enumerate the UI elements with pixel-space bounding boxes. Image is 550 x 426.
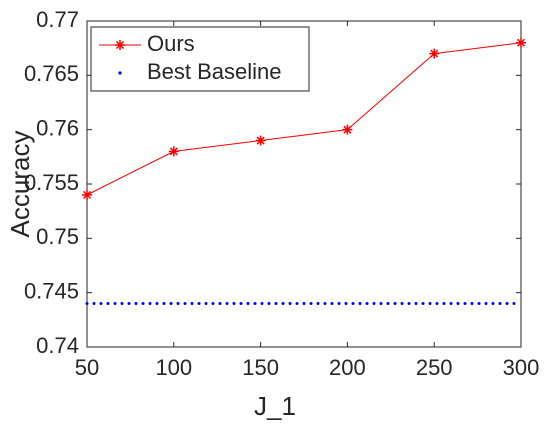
x-tick-label: 50: [75, 355, 99, 380]
data-point: [516, 37, 526, 48]
y-tick-label: 0.76: [36, 115, 79, 140]
y-tick-label: 0.75: [36, 224, 79, 249]
y-tick-label: 0.765: [24, 61, 79, 86]
legend-box: [90, 26, 310, 92]
y-axis-label: Accuracy: [5, 131, 35, 238]
legend-swatch: [118, 71, 122, 75]
legend-label: Best Baseline: [147, 59, 282, 84]
x-axis-label: J_1: [254, 391, 296, 421]
series-line: [86, 42, 522, 196]
y-tick-label: 0.74: [36, 333, 79, 358]
x-tick-label: 300: [503, 355, 540, 380]
data-point: [342, 124, 353, 135]
x-tick-label: 150: [242, 355, 279, 380]
y-tick-label: 0.77: [36, 7, 79, 32]
x-tick-label: 200: [329, 355, 366, 380]
x-tick-label: 250: [416, 355, 453, 380]
y-tick-label: 0.745: [24, 278, 79, 303]
legend-label: Ours: [147, 31, 195, 56]
legend-marker: [115, 40, 125, 50]
data-point: [82, 189, 92, 200]
y-tick-label: 0.755: [24, 170, 79, 195]
x-tick-label: 100: [155, 355, 192, 380]
data-point: [168, 146, 179, 157]
data-point: [255, 135, 266, 146]
data-point: [429, 48, 440, 59]
